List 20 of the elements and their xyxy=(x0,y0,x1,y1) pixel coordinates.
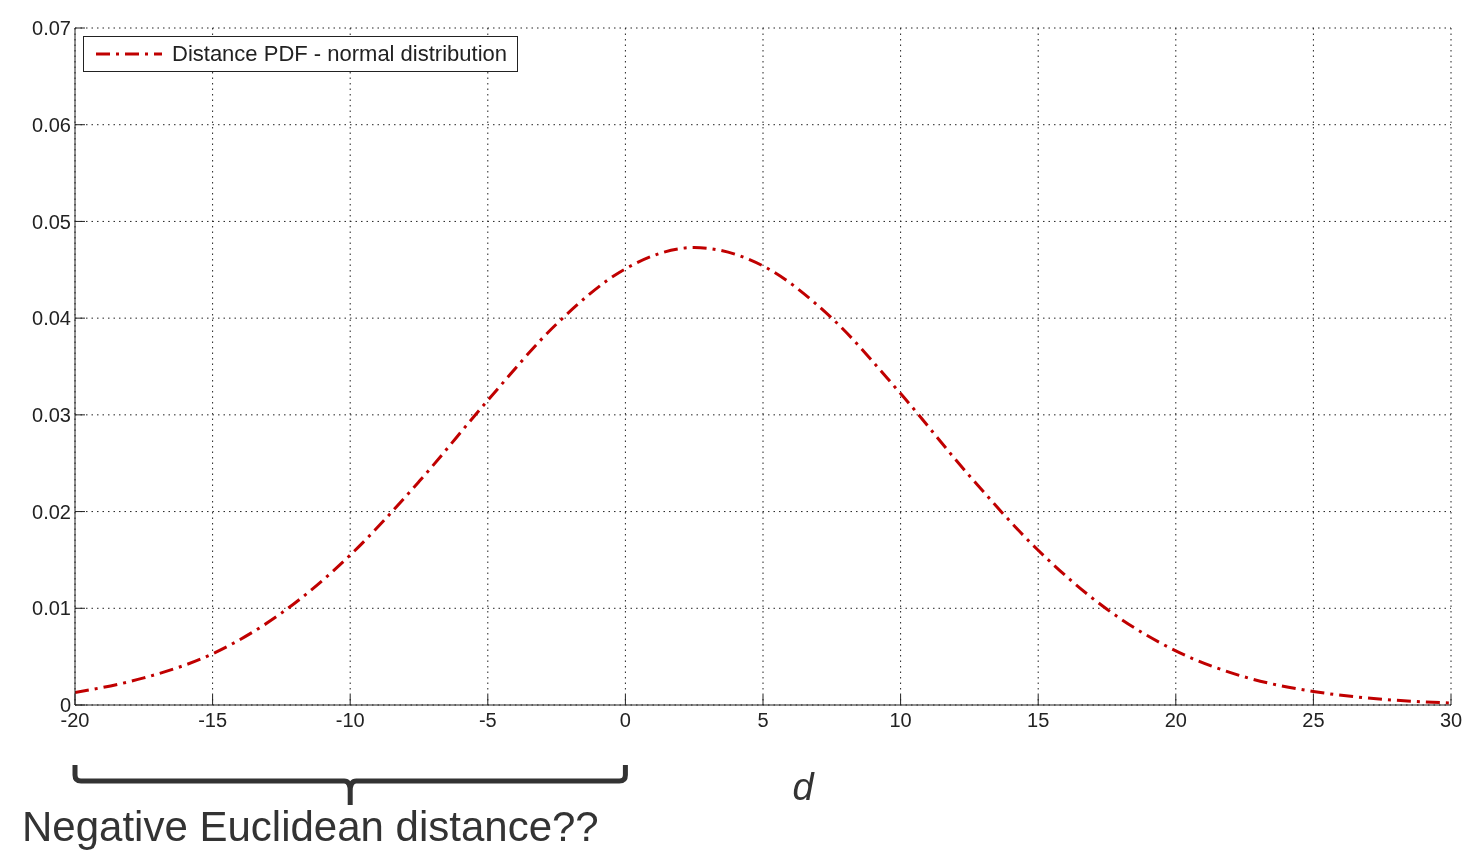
y-tick-label: 0.05 xyxy=(32,210,71,233)
x-tick-label: 30 xyxy=(1439,709,1463,732)
x-tick-label: 0 xyxy=(619,709,631,732)
y-tick-label: 0.01 xyxy=(32,597,71,620)
x-tick-label: 15 xyxy=(1027,709,1050,732)
y-tick-label: 0.07 xyxy=(32,17,71,40)
x-tick-label: 5 xyxy=(757,709,769,732)
x-tick-label: 10 xyxy=(889,709,912,732)
x-tick-label: -15 xyxy=(198,709,228,732)
y-tick-label: 0.03 xyxy=(32,403,71,426)
x-axis-title: d xyxy=(792,766,816,808)
y-tick-label: 0.02 xyxy=(32,500,71,523)
legend-label: Distance PDF - normal distribution xyxy=(172,41,508,67)
x-tick-label: 25 xyxy=(1302,709,1325,732)
text: Negative Euclidean distance?? xyxy=(22,803,599,850)
y-tick-label: 0.04 xyxy=(32,307,71,330)
x-tick-label: 20 xyxy=(1164,709,1187,732)
y-tick-label: 0.06 xyxy=(32,113,71,136)
x-tick-label: -10 xyxy=(335,709,365,732)
x-tick-label: -5 xyxy=(478,709,497,732)
